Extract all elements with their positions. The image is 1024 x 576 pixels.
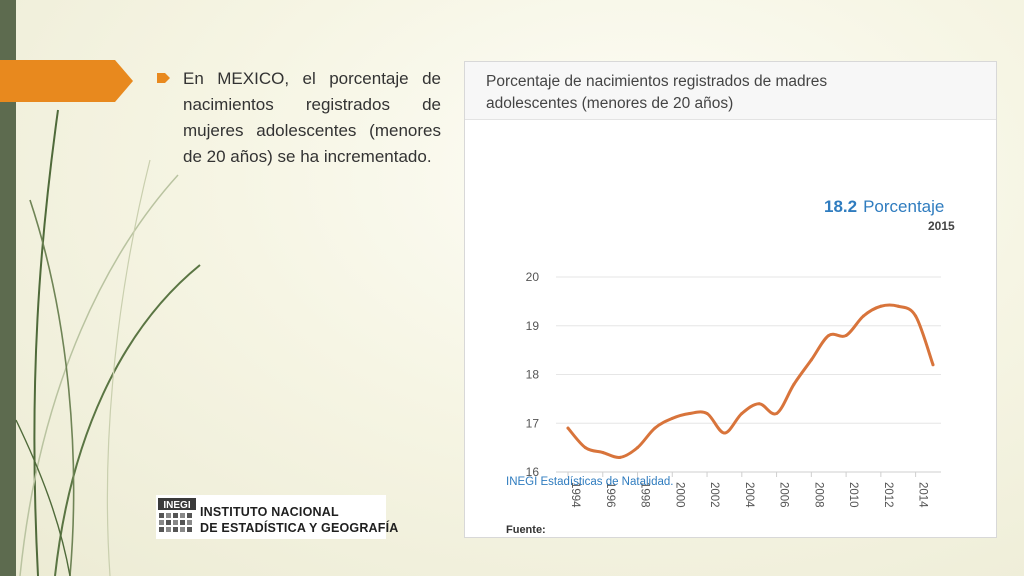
y-tick-label: 20	[526, 270, 540, 284]
highlight-unit: Porcentaje	[863, 197, 944, 216]
panel-title-line2: adolescentes (menores de 20 años)	[486, 95, 734, 112]
highlight-number: 18.2	[824, 197, 857, 216]
x-tick-label: 2010	[847, 482, 859, 508]
panel-header: Porcentaje de nacimientos registrados de…	[465, 62, 996, 120]
highlight-value: 18.2 Porcentaje	[824, 197, 944, 216]
logo-line1: INSTITUTO NACIONAL	[200, 505, 339, 519]
source-label: Fuente:	[506, 524, 546, 536]
x-tick-label: 1996	[604, 482, 616, 508]
x-tick-labels: 1994 1996 1998 2000 2002 2004 2006 2008 2010 2012…	[569, 482, 929, 508]
logo-line2: DE ESTADÍSTICA Y GEOGRAFÍA	[200, 521, 399, 535]
series-line	[566, 303, 935, 459]
y-tick-label: 17	[526, 416, 540, 430]
panel-title-line1: Porcentaje de nacimientos registrados de…	[486, 73, 828, 90]
y-tick-label: 19	[526, 319, 540, 333]
logo-mark-text: INEGI	[163, 500, 190, 511]
data-points	[566, 304, 935, 459]
x-tick-label: 2000	[673, 482, 685, 508]
x-tick-label: 2014	[917, 482, 929, 508]
x-tick-label: 2006	[778, 482, 790, 508]
x-tick-label: 1998	[639, 482, 651, 508]
grass-decoration	[15, 109, 201, 576]
bullet-arrow-icon	[157, 73, 170, 83]
inegi-logo-mark-icon: INEGI	[156, 495, 198, 539]
y-tick-label: 18	[526, 368, 540, 382]
inegi-logo: INEGI INSTITUTO NACIONAL DE ESTADÍSTICA …	[156, 495, 398, 539]
x-tick-label: 1994	[569, 482, 581, 508]
source-text: INEGI Estadísticas de Natalidad.	[506, 476, 674, 488]
chart-panel: Porcentaje de nacimientos registrados de…	[464, 61, 997, 538]
orange-tab-decoration	[0, 60, 133, 102]
x-tick-label: 2004	[743, 482, 755, 508]
grid-lines	[556, 276, 941, 477]
bullet-block: En MEXICO, el porcentaje de nacimientos …	[157, 66, 441, 170]
highlight-year: 2015	[928, 219, 955, 233]
y-tick-labels: 16 17 18 19 20	[526, 270, 540, 479]
bullet-text: En MEXICO, el porcentaje de nacimientos …	[183, 69, 441, 166]
x-tick-label: 2008	[812, 482, 824, 508]
y-tick-label: 16	[526, 465, 540, 479]
left-accent-bar	[0, 0, 16, 576]
x-tick-label: 2002	[708, 482, 720, 508]
x-tick-label: 2012	[882, 482, 894, 508]
